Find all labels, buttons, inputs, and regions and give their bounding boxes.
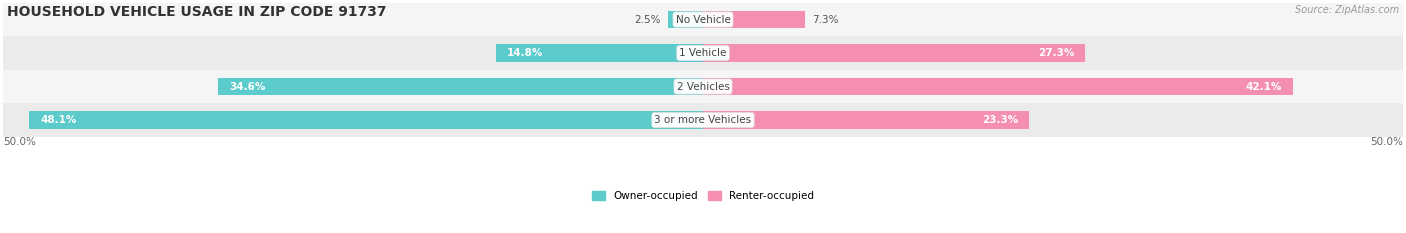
Bar — [3, 103, 1403, 137]
Text: 34.6%: 34.6% — [229, 82, 266, 92]
Text: 3 or more Vehicles: 3 or more Vehicles — [654, 115, 752, 125]
Bar — [703, 44, 1085, 62]
Text: 14.8%: 14.8% — [508, 48, 543, 58]
Bar — [30, 111, 703, 129]
Text: 50.0%: 50.0% — [1371, 137, 1403, 147]
Legend: Owner-occupied, Renter-occupied: Owner-occupied, Renter-occupied — [588, 187, 818, 205]
Text: 2.5%: 2.5% — [634, 14, 661, 24]
Bar — [3, 70, 1403, 103]
Text: Source: ZipAtlas.com: Source: ZipAtlas.com — [1295, 5, 1399, 15]
Text: 7.3%: 7.3% — [813, 14, 839, 24]
Text: HOUSEHOLD VEHICLE USAGE IN ZIP CODE 91737: HOUSEHOLD VEHICLE USAGE IN ZIP CODE 9173… — [7, 5, 387, 19]
Bar — [703, 11, 806, 28]
Text: 2 Vehicles: 2 Vehicles — [676, 82, 730, 92]
Text: 27.3%: 27.3% — [1038, 48, 1074, 58]
Bar — [3, 36, 1403, 70]
Bar — [218, 78, 703, 95]
Bar — [703, 111, 1029, 129]
Text: 48.1%: 48.1% — [41, 115, 77, 125]
Bar — [668, 11, 703, 28]
Bar — [3, 3, 1403, 36]
Text: 1 Vehicle: 1 Vehicle — [679, 48, 727, 58]
Bar — [496, 44, 703, 62]
Text: No Vehicle: No Vehicle — [675, 14, 731, 24]
Text: 50.0%: 50.0% — [3, 137, 35, 147]
Text: 23.3%: 23.3% — [981, 115, 1018, 125]
Text: 42.1%: 42.1% — [1244, 82, 1281, 92]
Bar — [703, 78, 1292, 95]
